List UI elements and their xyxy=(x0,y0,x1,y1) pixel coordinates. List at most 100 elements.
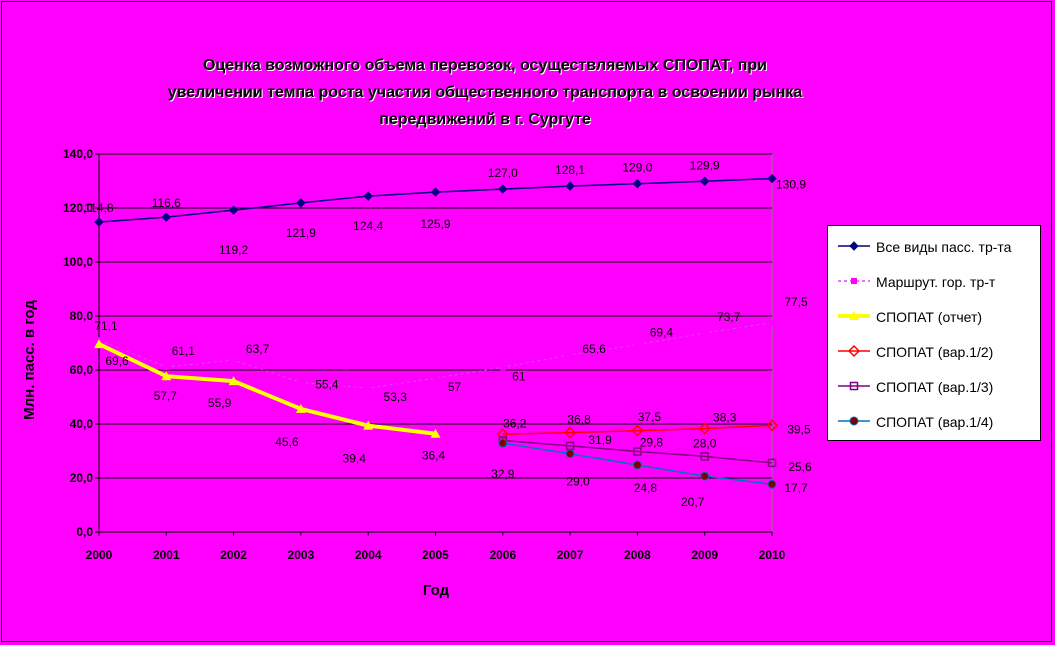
data-label: 45,6 xyxy=(275,435,299,449)
data-label: 129,0 xyxy=(622,161,652,175)
data-label: 31,9 xyxy=(588,433,612,447)
x-tick-label: 2000 xyxy=(86,548,113,562)
x-tick-label: 2001 xyxy=(153,548,180,562)
data-label: 69,6 xyxy=(105,354,129,368)
legend-label: СПОПАТ (отчет) xyxy=(876,309,983,325)
series-point xyxy=(564,426,577,439)
series-point xyxy=(432,375,439,382)
data-label: 125,9 xyxy=(420,217,450,231)
x-axis-ticks: 2000 2001 2002 2003 2004 2005 2006 2007 2008 2009… xyxy=(86,532,786,562)
y-axis-ticks: 0,0 20,0 40,0 60,0 80,0 100,0 120,0 140,0 xyxy=(63,147,99,539)
series-point xyxy=(230,357,237,364)
series-point xyxy=(767,458,777,468)
legend-swatch xyxy=(838,311,870,320)
data-label: 36,4 xyxy=(422,449,446,463)
series-point xyxy=(565,181,575,191)
data-label: 39,4 xyxy=(343,452,367,466)
legend-marker xyxy=(849,416,859,426)
legend-marker xyxy=(851,278,857,284)
series-point xyxy=(94,217,104,227)
data-label: 119,2 xyxy=(219,243,248,257)
plot-area xyxy=(98,153,773,533)
series-point xyxy=(363,420,374,430)
legend-item-1: Маршрут. гор. тр-т xyxy=(828,271,1040,291)
data-label: 128,1 xyxy=(555,163,585,177)
data-label: 29,8 xyxy=(640,436,664,450)
y-tick-label: 100,0 xyxy=(63,255,93,269)
series-point xyxy=(498,438,508,448)
series-point xyxy=(295,403,306,413)
plot-background xyxy=(98,153,773,533)
series-point xyxy=(296,198,306,208)
data-label: 61,1 xyxy=(172,344,196,358)
data-label: 77,5 xyxy=(784,295,808,309)
series-point xyxy=(163,364,170,371)
y-axis-title: Млн. пасс. в год xyxy=(21,300,38,420)
legend-marker xyxy=(847,344,861,358)
legend-label: СПОПАТ (вар.1/2) xyxy=(876,344,994,360)
data-label: 55,4 xyxy=(315,377,339,391)
x-tick-label: 2008 xyxy=(624,548,651,562)
series-line-3 xyxy=(502,424,773,436)
x-tick-label: 2006 xyxy=(489,548,516,562)
data-label: 36,2 xyxy=(503,416,527,430)
series-point xyxy=(430,428,441,438)
series-point xyxy=(698,422,711,435)
data-label: 28,0 xyxy=(693,436,717,450)
legend-item-0: Все виды пасс. тр-та xyxy=(828,236,1040,256)
chart-title: Оценка возможного объема перевозок, осущ… xyxy=(60,52,910,133)
legend-swatch xyxy=(838,344,870,358)
legend-swatch xyxy=(838,278,870,284)
series-point xyxy=(765,419,779,432)
legend-label: СПОПАТ (вар.1/3) xyxy=(876,379,994,395)
data-label: 127,0 xyxy=(488,166,518,180)
data-label: 32,9 xyxy=(491,467,515,481)
legend-item-3: СПОПАТ (вар.1/2) xyxy=(828,341,1040,361)
data-label-layer: 114,8 116,6 119,2 121,9 124,4 125,9 127,0 128,1… xyxy=(84,158,812,509)
series-point xyxy=(632,178,643,189)
series-point xyxy=(365,385,372,392)
series-point xyxy=(767,173,777,184)
x-tick-label: 2009 xyxy=(691,548,718,562)
series-point xyxy=(161,371,172,381)
data-label: 36,8 xyxy=(567,413,591,427)
series-point xyxy=(700,452,709,461)
x-tick-label: 2010 xyxy=(759,548,786,562)
y-tick-label: 40,0 xyxy=(70,417,94,431)
y-tick-label: 20,0 xyxy=(70,471,94,485)
series-point xyxy=(499,364,506,371)
y-tick-label: 80,0 xyxy=(70,309,94,323)
series-point xyxy=(634,341,641,348)
series-point xyxy=(632,460,642,470)
chart-legend: Все виды пасс. тр-та Маршрут. гор. тр-т СП… xyxy=(827,225,1041,441)
series-point xyxy=(700,471,710,481)
data-label: 121,9 xyxy=(286,226,316,240)
series-point xyxy=(430,187,441,197)
series-point xyxy=(631,424,644,437)
legend-item-2: СПОПАТ (отчет) xyxy=(828,306,1040,326)
x-tick-label: 2004 xyxy=(355,548,382,562)
series-0 xyxy=(94,173,777,227)
series-point xyxy=(769,319,775,326)
series-point xyxy=(567,351,574,358)
series-1 xyxy=(96,319,775,392)
data-label: 39,5 xyxy=(787,422,811,436)
series-point xyxy=(699,176,710,186)
data-label: 37,5 xyxy=(638,410,662,424)
legend-marker xyxy=(849,311,859,320)
y-tick-label: 120,0 xyxy=(63,201,93,215)
data-label: 38,3 xyxy=(713,411,737,425)
data-label: 57,7 xyxy=(154,389,178,403)
legend-item-5: СПОПАТ (вар.1/4) xyxy=(828,411,1040,431)
series-point xyxy=(228,205,239,215)
series-2 xyxy=(94,339,441,438)
data-label: 63,7 xyxy=(246,342,270,356)
data-label: 25,6 xyxy=(788,460,812,474)
legend-swatch xyxy=(838,381,870,391)
legend-label: СПОПАТ (вар.1/4) xyxy=(876,414,994,430)
series-line-4 xyxy=(502,439,773,464)
chart-title-line-2: увеличении темпа роста участия обществен… xyxy=(167,84,803,101)
data-label: 53,3 xyxy=(384,390,408,404)
series-point xyxy=(161,212,172,222)
series-point xyxy=(498,184,508,194)
